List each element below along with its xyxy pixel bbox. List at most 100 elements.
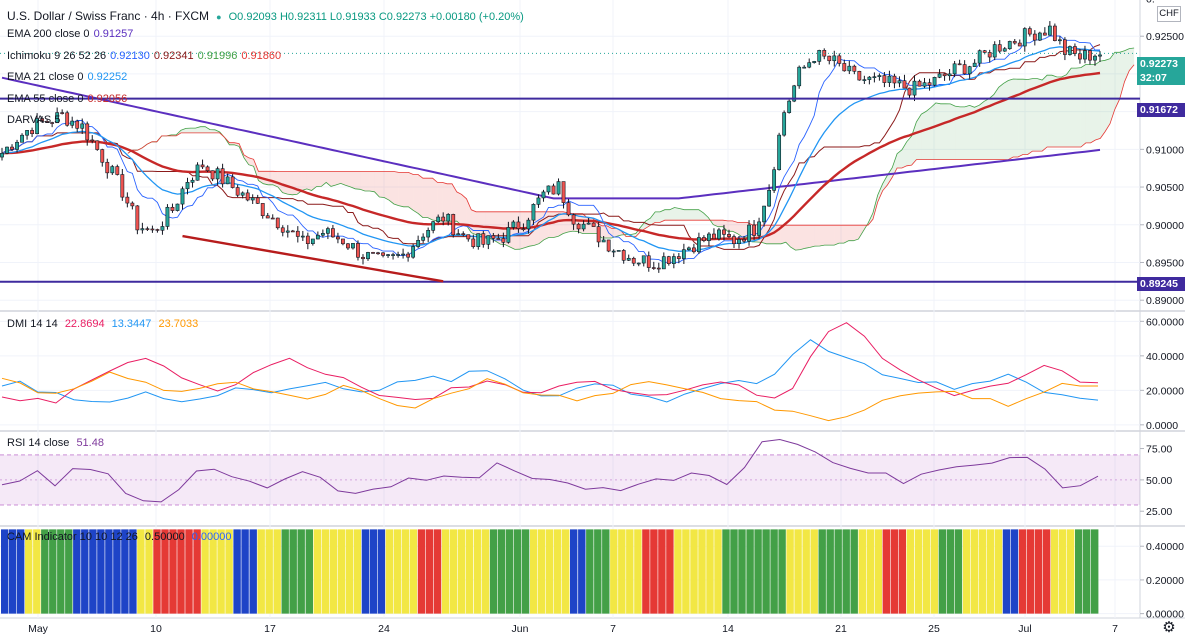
price-pane[interactable] [0,21,1140,283]
candle [180,186,185,210]
candle [681,243,686,264]
cam-bar [185,529,193,614]
candle-body [817,50,822,62]
candle [305,232,310,250]
candle [265,212,270,219]
candle [1057,36,1062,45]
cloud-segment [650,211,656,226]
candle-body [641,255,646,264]
cam-bar [810,529,818,614]
cam-bar [682,529,690,614]
candle [747,220,751,246]
cam-bar [890,529,898,614]
candle [280,225,285,237]
candle-body [406,253,411,258]
cloud-segment [297,171,302,195]
candle-body [25,130,29,136]
cam-bar [722,529,730,614]
cam-bar [946,529,955,614]
candle-body [772,169,777,191]
candle-body [1002,48,1007,52]
cloud-segment [601,225,607,238]
candle [551,183,556,195]
cam-pane[interactable] [1,529,1099,614]
candle [636,262,641,267]
candle-body [601,239,606,243]
cloud-segment [553,211,559,238]
candle [947,69,952,81]
candle [315,231,320,240]
candle [566,198,571,217]
candle [336,232,340,244]
cloud-segment [539,211,544,244]
gear-icon[interactable]: ⚙ [1162,619,1176,636]
cloud-segment [1119,50,1125,100]
candle [872,72,877,83]
cam-bar [618,529,626,614]
cloud-segment [689,209,694,221]
ema-21-line [1,46,1101,252]
currency-button[interactable]: CHF [1157,6,1181,22]
candle [195,162,200,181]
cloud-segment [326,171,331,187]
cam-bar [954,529,963,614]
candle [391,252,395,260]
cam-bar [1083,529,1091,614]
candle [55,107,60,124]
candle-body [596,226,601,243]
y-tick-label: 60.0000 [1146,316,1184,328]
candle [997,39,1002,54]
candle [135,205,140,235]
candle [631,256,636,267]
candle [686,246,691,251]
cloud-segment [771,225,777,244]
candle-body [431,221,436,231]
candle-body [336,236,340,240]
cam-bar [129,529,137,614]
candle-body [85,123,90,141]
dmi-pane[interactable] [1,322,1099,422]
cloud-segment [916,114,922,160]
cloud-segment [858,225,864,240]
cam-bar [209,529,217,614]
cloud-segment [200,126,206,133]
candle [240,191,245,199]
cloud-segment [780,225,786,244]
candle [877,73,882,81]
candle-body [717,229,721,240]
cam-bar [353,529,361,614]
candle [320,229,325,238]
candle [536,194,541,208]
candle-body [160,226,165,231]
cloud-segment [877,183,883,202]
cloud-segment [306,171,312,191]
candle [346,243,350,250]
cam-bar [161,529,169,614]
candle [325,226,330,240]
candle-body [707,233,711,241]
candle-body [70,120,75,126]
cloud-segment [969,105,975,160]
candle [717,227,721,241]
candle [451,213,456,238]
candle [797,65,802,89]
ema-200-line [1,76,1101,200]
candle [802,65,807,69]
indicator-legend-row: EMA 21 close 0 0.92252 [7,71,131,83]
candle-body [546,185,551,193]
rsi-pane[interactable] [0,438,1140,506]
candle [782,110,787,137]
candle-body [661,256,666,270]
indicator-legend-label: EMA 200 close 0 [7,28,90,40]
candle-body [165,206,170,227]
candle [1002,46,1007,52]
candle [110,164,115,175]
candle-body [626,257,631,261]
candle-body [491,235,496,239]
candle [892,73,897,89]
candle-body [1063,39,1067,55]
cloud-segment [461,194,467,226]
candle-body [782,112,787,136]
candle [581,220,586,232]
